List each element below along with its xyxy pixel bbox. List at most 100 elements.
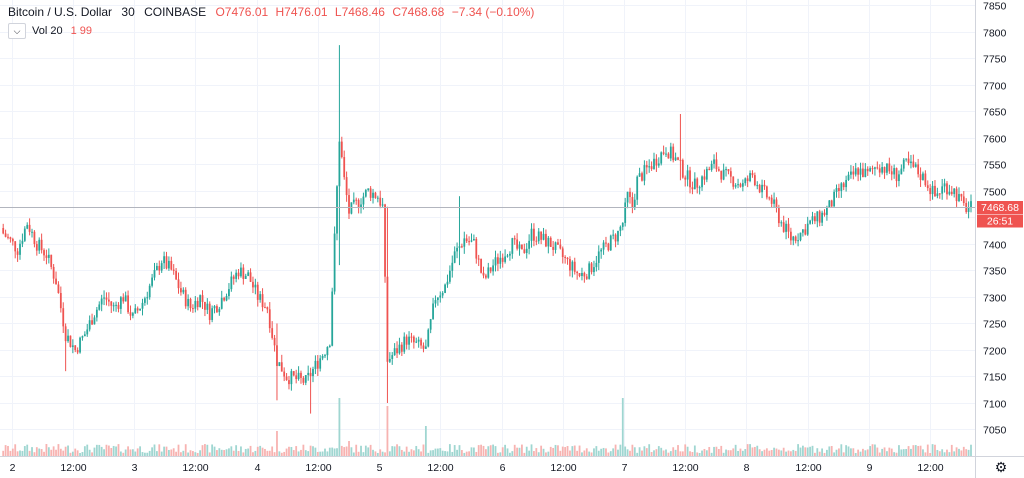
volume-bar xyxy=(578,445,581,456)
volume-bar xyxy=(235,445,238,456)
volume-bar xyxy=(597,450,600,456)
volume-bar xyxy=(569,450,571,456)
candle-body xyxy=(158,265,161,271)
volume-bar xyxy=(427,452,430,456)
volume-bar xyxy=(95,444,98,456)
candle-body xyxy=(667,153,670,159)
volume-bar xyxy=(657,446,660,456)
candle-body xyxy=(621,222,624,227)
volume-bar xyxy=(948,452,951,456)
volume-bar xyxy=(633,447,636,456)
candle-body xyxy=(26,224,29,229)
volume-bar xyxy=(340,445,343,456)
volume-bar xyxy=(845,445,848,456)
candle-body xyxy=(922,173,924,180)
candle-body xyxy=(681,160,684,178)
candle-body xyxy=(247,272,250,276)
candle-body xyxy=(900,168,903,175)
candle-body xyxy=(763,184,766,187)
volume-bar xyxy=(686,446,689,456)
candle-body xyxy=(893,168,896,175)
candle-body xyxy=(21,240,24,244)
volume-bar xyxy=(151,447,153,456)
volume-bar xyxy=(112,445,115,456)
candle-body xyxy=(136,308,139,311)
volume-bar xyxy=(492,444,495,456)
volume-bar xyxy=(537,452,540,456)
volume-bar xyxy=(576,450,579,456)
volume-bar xyxy=(583,450,586,456)
volume-bar xyxy=(432,450,434,456)
volume-bar xyxy=(590,452,593,456)
time-tick-label: 6 xyxy=(500,462,506,474)
candle-body xyxy=(962,196,965,203)
candle-body xyxy=(155,265,158,270)
volume-bar xyxy=(434,448,437,456)
candle-body xyxy=(384,204,386,277)
candle-body xyxy=(569,259,571,271)
candle-body xyxy=(691,187,694,190)
candle-body xyxy=(732,176,735,187)
volume-bar xyxy=(439,448,442,456)
candle-body xyxy=(953,188,956,195)
candle-body xyxy=(484,275,487,278)
volume-label[interactable]: Vol 20 xyxy=(32,25,63,37)
volume-bar xyxy=(388,451,391,456)
candle-body xyxy=(396,348,398,354)
volume-bar xyxy=(919,445,922,456)
candle-body xyxy=(727,169,730,172)
chevron-down-icon[interactable]: ⌵ xyxy=(8,23,26,39)
volume-bar xyxy=(403,451,406,456)
candle-body xyxy=(557,242,559,245)
candle-body xyxy=(617,230,619,242)
volume-bar xyxy=(521,444,523,456)
candle-body xyxy=(290,371,293,385)
gear-icon[interactable]: ⚙ xyxy=(994,459,1008,475)
candle-body xyxy=(199,295,202,308)
volume-bar xyxy=(124,449,127,456)
candle-body xyxy=(19,243,21,255)
candle-body xyxy=(883,167,886,173)
symbol-name[interactable]: Bitcoin / U.S. Dollar xyxy=(8,5,113,19)
candle-body xyxy=(369,188,372,198)
volume-bar xyxy=(249,445,252,456)
candle-body xyxy=(14,241,17,252)
time-tick-label: 12:00 xyxy=(917,462,943,474)
volume-bar xyxy=(297,451,300,456)
candle-body xyxy=(45,255,48,258)
volume-bar xyxy=(79,452,81,456)
candle-body xyxy=(410,336,413,338)
volume-bar xyxy=(533,451,535,456)
price-tick-label: 7400 xyxy=(983,240,1007,252)
candle-body xyxy=(230,276,233,290)
volume-bar xyxy=(761,451,763,456)
exchange: COINBASE xyxy=(144,5,207,19)
candle-body xyxy=(513,238,516,240)
candle-body xyxy=(64,326,67,342)
candle-body xyxy=(67,335,69,342)
volume-bar xyxy=(732,448,735,456)
candle-body xyxy=(878,168,881,173)
volume-bar xyxy=(787,450,790,456)
price-axis[interactable]: 7050710071507200725073007350740074507500… xyxy=(983,1,1007,437)
volume-bar xyxy=(525,446,528,456)
volume-bar xyxy=(777,449,780,456)
candle-body xyxy=(597,251,600,263)
volume-bar xyxy=(67,445,69,456)
candle-body xyxy=(11,238,14,242)
volume-bar xyxy=(722,452,725,456)
candle-body xyxy=(276,345,278,366)
volume-bar xyxy=(573,445,576,456)
symbol-legend: Bitcoin / U.S. Dollar 30 COINBASE O7476.… xyxy=(8,4,534,20)
candle-body xyxy=(343,157,346,178)
candle-body xyxy=(501,257,504,262)
candle-body xyxy=(355,199,358,201)
time-axis[interactable]: 2 12:00 3 12:00 4 12:00 5 12:00 6 12:00 7 12:00 8 12:… xyxy=(10,462,944,474)
time-tick-label: 2 xyxy=(10,462,16,474)
volume-bar xyxy=(600,448,603,456)
candle-body xyxy=(595,262,598,268)
candle-body xyxy=(703,176,706,180)
volume-bar xyxy=(252,452,254,456)
